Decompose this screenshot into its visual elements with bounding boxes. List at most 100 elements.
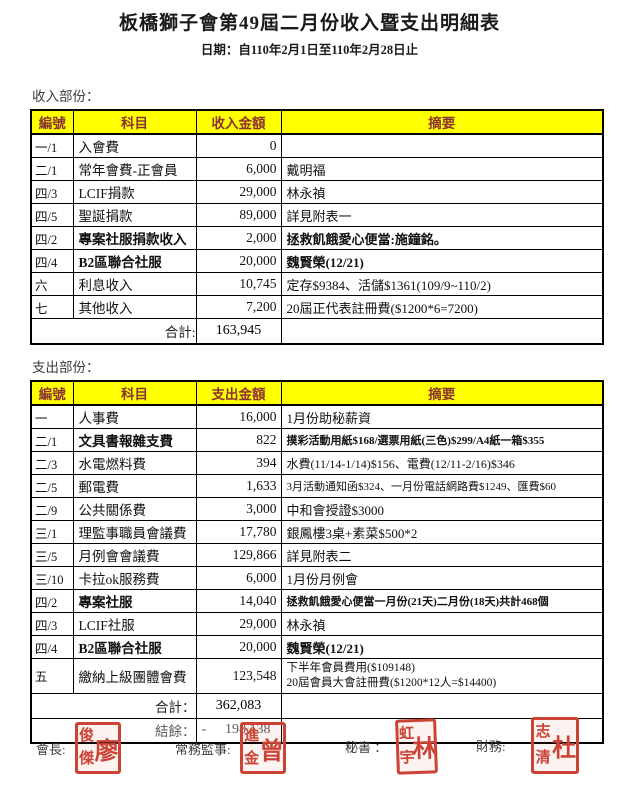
expense-total-label: 合計： [30,692,197,719]
table-row: 六利息收入 10,745 定存$9384、活儲$1361(109/9~110/2) [30,272,604,296]
cell-no: 二/5 [30,474,74,498]
cell-no: 二/1 [30,157,74,181]
table-row: 四/4 B2區聯合社服 20,000 魏賢榮(12/21) [30,635,604,659]
stamp-char: 廖 [94,738,119,765]
cell-note: 拯救飢餓愛心便當:施鐘銘。 [280,226,604,250]
table-row: 二/3 水電燃料費 394 水費(11/14-1/14)$156、電費(12/11-2… [30,451,604,475]
stamp-char: 清 [535,749,551,766]
cell-no: 一/1 [30,133,74,158]
expense-total-row: 合計： 362,083 [30,692,604,719]
treasurer-seal-stamp: 志 清 杜 [530,717,579,774]
table-row: 四/5 聖誕捐款 89,000 詳見附表一 [30,203,604,227]
table-row: 一人事費 16,000 1月份助秘薪資 [30,404,604,429]
expense-rows: 一人事費 16,000 1月份助秘薪資 二/1 文具書報雜支費 822 摸彩活動用紙$168… [30,404,604,694]
expense-balance-amount-cell: - 198,138 [195,717,282,744]
cell-note: 林永禎 [280,612,604,636]
secretary-seal-stamp: 虹 宇 林 [395,718,439,775]
cell-amount: 89,000 [195,203,282,227]
signature-secretary: 秘書 ： 虹 宇 林 [345,718,439,775]
cell-note [280,133,604,158]
column-header: 摘要 [280,109,604,135]
column-header: 摘要 [280,380,604,406]
cell-amount: 1,633 [195,474,282,498]
cell-no: 六 [30,272,74,296]
stamp-char: 曾 [259,738,284,765]
cell-no: 二/9 [30,497,74,521]
cell-note: 林永禎 [280,180,604,204]
expense-total-amount: 362,083 [195,692,282,719]
column-header: 收入金額 [195,109,282,135]
table-row: 七其他收入 7,200 20屆正代表註冊費($1200*6=7200) [30,295,604,319]
cell-note: 1月份月例會 [280,566,604,590]
expense-table: 編號 科目 支出金額 摘要 一人事費 16,000 1月份助秘薪資 二/1 文具書報雜支費 82… [30,380,604,744]
cell-no: 一 [30,404,74,429]
cell-note: 20屆正代表註冊費($1200*6=7200) [280,295,604,319]
cell-subject: 其他收入 [72,295,197,319]
table-row: 三/10 卡拉ok服務費 6,000 1月份月例會 [30,566,604,590]
cell-subject: B2區聯合社服 [72,249,197,273]
cell-amount: 20,000 [195,635,282,659]
column-header: 科目 [72,109,197,135]
expense-total-note [280,692,604,719]
president-role-label: 會長: [36,741,66,757]
treasurer-role-label: 財務: [476,739,506,754]
stamp-char: 杜 [552,736,577,762]
cell-no: 二/1 [30,428,74,452]
table-row: 四/4 B2區聯合社服 20,000 魏賢榮(12/21) [30,249,604,273]
cell-note: 詳見附表一 [280,203,604,227]
column-header: 編號 [30,380,74,406]
president-seal-stamp: 俊 傑 廖 [74,722,121,774]
column-header: 支出金額 [195,380,282,406]
cell-amount: 7,200 [195,295,282,319]
cell-note: 定存$9384、活儲$1361(109/9~110/2) [280,272,604,296]
income-total-label: 合計: [30,318,197,345]
cell-amount: 20,000 [195,249,282,273]
cell-subject: 卡拉ok服務費 [72,566,197,590]
secretary-role-label: 秘書 ： [345,740,388,755]
cell-note: 3月活動通知函$324、一月份電話網路費$1249、匯費$60 [280,474,604,498]
income-total-amount: 163,945 [195,318,282,345]
page-title: 板橋獅子會第49屆二月份收入暨支出明細表 [118,13,500,34]
cell-subject: 水電燃料費 [72,451,197,475]
stamp-char: 傑 [79,751,95,767]
cell-amount: 123,548 [195,658,282,694]
cell-subject: LCIF社服 [72,612,197,636]
cell-note: 1月份助秘薪資 [280,404,604,429]
stamp-char: 林 [412,736,438,764]
table-row: 一/1 入會費 0 [30,133,604,158]
date-range-line: 日期：自110年2月1日至110年2月28日止 [200,43,419,57]
cell-amount: 17,780 [195,520,282,544]
cell-note: 拯救飢餓愛心便當一月份(21天)二月份(18天)共計468個 [280,589,604,613]
table-row: 四/2 專案社服捐款收入 2,000 拯救飢餓愛心便當:施鐘銘。 [30,226,604,250]
table-row: 二/1 常年會費-正會員 6,000 戴明福 [30,157,604,181]
cell-no: 四/5 [30,203,74,227]
cell-amount: 6,000 [195,566,282,590]
cell-note: 摸彩活動用紙$168/選票用紙(三色)$299/A4紙一箱$355 [280,428,604,452]
income-total-row: 合計: 163,945 [30,318,604,345]
cell-note: 銀鳳樓3桌+素菜$500*2 [280,520,604,544]
cell-subject: 繳納上級團體會費 [72,658,197,694]
cell-subject: 人事費 [72,404,197,429]
cell-subject: 常年會費-正會員 [72,157,197,181]
cell-no: 四/2 [30,226,74,250]
cell-amount: 16,000 [195,404,282,429]
stamp-char: 志 [535,724,551,741]
expense-balance-amount: 198,138 [225,722,271,738]
cell-amount: 29,000 [195,180,282,204]
income-table: 編號 科目 收入金額 摘要 一/1 入會費 0 二/1 常年會費-正會員 6,000 戴明福 四/3… [30,109,604,345]
supervisor-role-label: 常務監事: [175,741,231,757]
income-rows: 一/1 入會費 0 二/1 常年會費-正會員 6,000 戴明福 四/3 LCIF捐款 29,00… [30,133,604,319]
stamp-char: 金 [244,751,260,767]
cell-no: 四/2 [30,589,74,613]
cell-note: 戴明福 [280,157,604,181]
table-row: 五繳納上級團體會費 123,548 下半年會員費用($109148) 20屆會員大會… [30,658,604,694]
table-row: 三/5 月例會會議費 129,866 詳見附表二 [30,543,604,567]
cell-subject: 公共關係費 [72,497,197,521]
cell-amount: 129,866 [195,543,282,567]
table-row: 四/3 LCIF社服 29,000 林永禎 [30,612,604,636]
expense-balance-note [280,717,604,744]
table-row: 三/1 理監事職員會議費 17,780 銀鳳樓3桌+素菜$500*2 [30,520,604,544]
table-row: 四/3 LCIF捐款 29,000 林永禎 [30,180,604,204]
income-total-note [280,318,604,345]
